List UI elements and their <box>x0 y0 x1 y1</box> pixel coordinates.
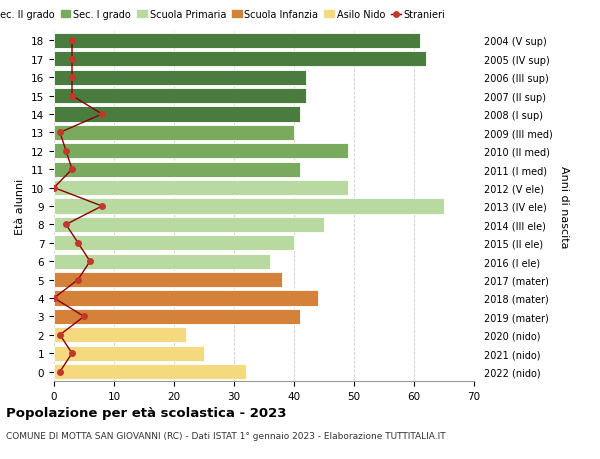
Bar <box>54 181 348 196</box>
Bar <box>54 291 318 306</box>
Bar <box>54 144 348 159</box>
Bar <box>54 254 270 269</box>
Bar <box>54 364 246 379</box>
Legend: Sec. II grado, Sec. I grado, Scuola Primaria, Scuola Infanzia, Asilo Nido, Stran: Sec. II grado, Sec. I grado, Scuola Prim… <box>0 6 449 24</box>
Bar <box>54 273 282 287</box>
Bar <box>54 218 324 232</box>
Y-axis label: Età alunni: Età alunni <box>16 179 25 235</box>
Text: COMUNE DI MOTTA SAN GIOVANNI (RC) - Dati ISTAT 1° gennaio 2023 - Elaborazione TU: COMUNE DI MOTTA SAN GIOVANNI (RC) - Dati… <box>6 431 446 441</box>
Bar <box>54 71 306 85</box>
Bar <box>54 107 300 122</box>
Bar <box>54 199 444 214</box>
Bar <box>54 328 186 342</box>
Bar <box>54 34 420 49</box>
Bar <box>54 346 204 361</box>
Bar <box>54 89 306 104</box>
Bar <box>54 236 294 251</box>
Bar <box>54 162 300 177</box>
Bar <box>54 52 426 67</box>
Bar <box>54 126 294 140</box>
Text: Popolazione per età scolastica - 2023: Popolazione per età scolastica - 2023 <box>6 406 287 419</box>
Y-axis label: Anni di nascita: Anni di nascita <box>559 165 569 248</box>
Bar <box>54 309 300 324</box>
